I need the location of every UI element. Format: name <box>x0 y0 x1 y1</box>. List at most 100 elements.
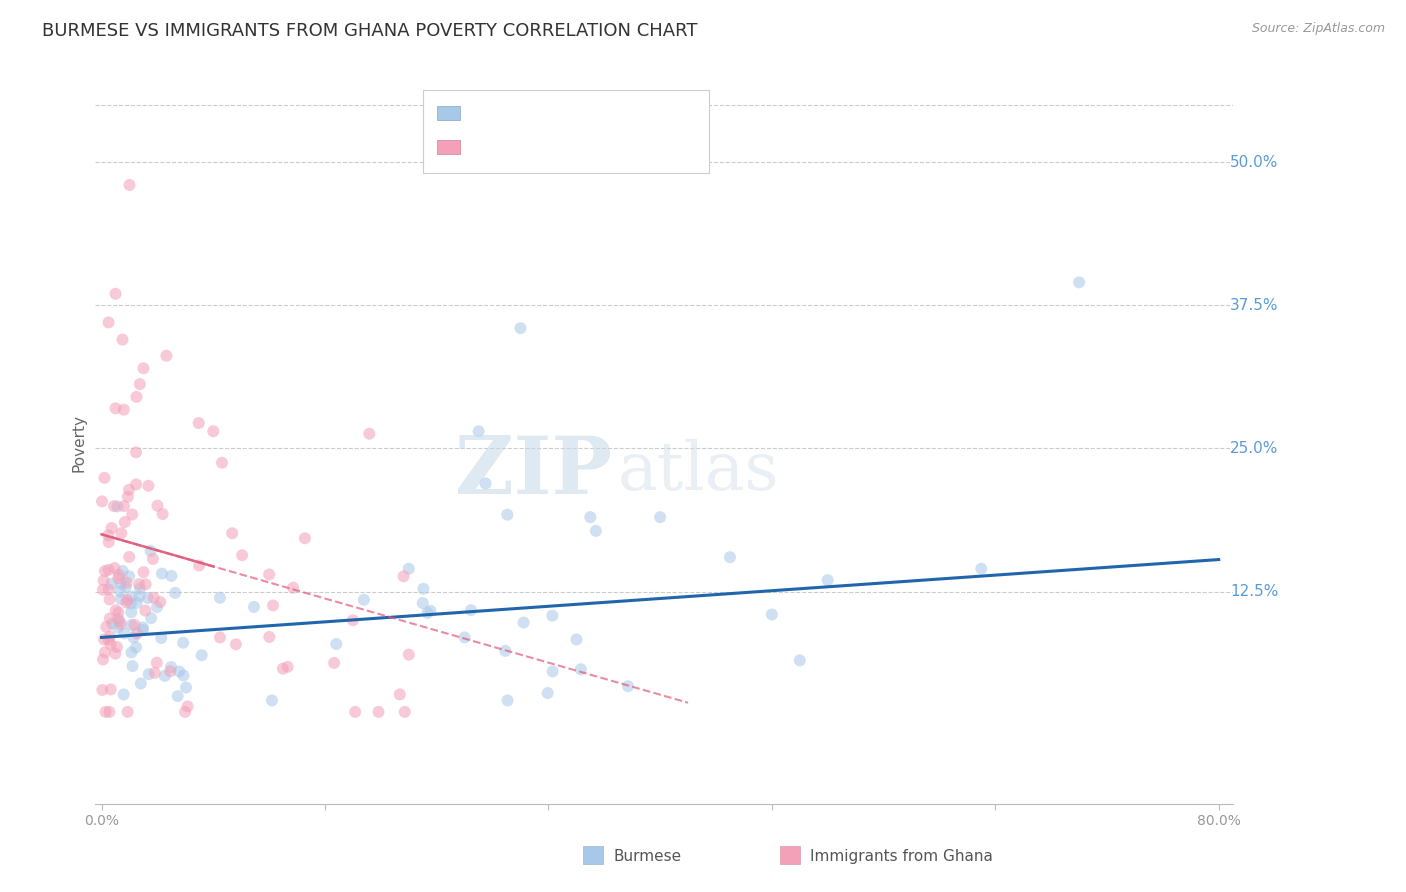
Point <box>146 499 169 513</box>
Point <box>509 321 531 335</box>
Point <box>208 591 231 605</box>
Point <box>93 632 115 647</box>
Point <box>128 582 150 596</box>
Point <box>416 606 439 620</box>
Point <box>91 652 114 666</box>
Text: Burmese: Burmese <box>613 849 681 863</box>
Point <box>110 576 132 591</box>
Point <box>650 510 672 524</box>
Point <box>579 510 602 524</box>
Point <box>970 562 993 576</box>
Point <box>138 667 160 681</box>
Point <box>174 705 197 719</box>
Point <box>159 664 181 678</box>
Point <box>541 608 564 623</box>
Point <box>453 631 475 645</box>
Point <box>111 564 134 578</box>
Point <box>110 526 132 541</box>
Point <box>128 577 150 591</box>
Point <box>112 626 135 640</box>
Point <box>283 581 305 595</box>
Point <box>129 676 152 690</box>
Point <box>97 315 120 329</box>
Point <box>388 687 411 701</box>
Point <box>94 705 117 719</box>
Point <box>112 688 135 702</box>
Point <box>165 586 187 600</box>
Point <box>817 573 839 587</box>
Point <box>104 647 127 661</box>
Point <box>367 705 389 719</box>
Point <box>108 584 131 599</box>
Point <box>125 445 148 459</box>
Point <box>100 521 122 535</box>
Point <box>142 552 165 566</box>
Point <box>98 629 121 643</box>
Point <box>789 653 811 667</box>
Point <box>392 569 415 583</box>
Point <box>243 599 266 614</box>
Point <box>474 476 496 491</box>
Point <box>108 615 131 629</box>
Point <box>176 699 198 714</box>
Point <box>231 548 253 562</box>
Point <box>132 620 155 634</box>
Point <box>761 607 783 622</box>
Point <box>257 567 280 582</box>
Point <box>125 640 148 655</box>
Text: N = 97: N = 97 <box>585 141 647 159</box>
Point <box>167 665 190 679</box>
Point <box>569 662 592 676</box>
Point <box>398 648 420 662</box>
Point <box>142 591 165 605</box>
Point <box>1067 276 1090 290</box>
Point <box>91 494 114 508</box>
Point <box>97 563 120 577</box>
Point <box>112 402 135 417</box>
Point <box>132 623 155 637</box>
Point <box>617 679 640 693</box>
Point <box>114 580 136 594</box>
Point <box>323 656 346 670</box>
Text: R =  0.173: R = 0.173 <box>468 107 557 125</box>
Point <box>211 456 233 470</box>
Point <box>125 477 148 491</box>
Point <box>108 568 131 582</box>
Point <box>166 689 188 703</box>
Y-axis label: Poverty: Poverty <box>72 414 86 472</box>
Point <box>125 626 148 640</box>
Point <box>188 558 211 573</box>
Point <box>132 565 155 579</box>
Point <box>115 593 138 607</box>
Point <box>143 665 166 680</box>
Point <box>115 596 138 610</box>
Point <box>105 640 128 654</box>
Point <box>412 596 434 610</box>
Point <box>120 590 142 604</box>
Point <box>460 603 482 617</box>
Point <box>96 620 118 634</box>
Point <box>117 705 139 719</box>
Point <box>120 618 142 632</box>
Point <box>118 483 141 497</box>
Point <box>153 669 176 683</box>
Point <box>512 615 534 630</box>
Point <box>419 604 441 618</box>
Point <box>118 178 141 192</box>
Point <box>128 589 150 603</box>
Point <box>94 645 117 659</box>
Point <box>172 668 194 682</box>
Point <box>150 566 173 581</box>
Point <box>114 515 136 529</box>
Point <box>118 569 141 583</box>
Point <box>260 693 283 707</box>
Text: atlas: atlas <box>619 439 779 504</box>
Point <box>187 416 209 430</box>
Point <box>132 361 155 376</box>
Point <box>93 574 115 588</box>
Point <box>134 603 156 617</box>
Point <box>138 479 160 493</box>
Point <box>174 681 197 695</box>
Point <box>190 648 212 663</box>
Point <box>394 705 416 719</box>
